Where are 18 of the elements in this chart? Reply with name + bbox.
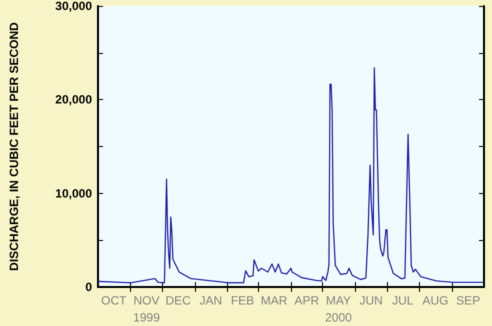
y-tick-label: 10,000 bbox=[55, 186, 92, 200]
y-tick-label: 20,000 bbox=[55, 92, 92, 107]
x-tick-label: AUG bbox=[422, 294, 448, 308]
x-tick-label: JUL bbox=[392, 294, 414, 308]
x-tick-label: JUN bbox=[359, 294, 383, 308]
x-tick-label: NOV 1999 bbox=[133, 294, 160, 324]
x-tick-label: APR bbox=[294, 294, 320, 308]
y-tick-label: 0 bbox=[85, 280, 92, 294]
x-tick-label: OCT bbox=[101, 294, 128, 308]
x-tick-label: DEC bbox=[165, 294, 192, 308]
y-axis-title: DISCHARGE, IN CUBIC FEET PER SECOND bbox=[7, 22, 21, 271]
x-tick-label: FEB bbox=[230, 294, 254, 308]
x-tick-label: JAN bbox=[200, 294, 222, 308]
x-tick-label: MAR bbox=[260, 294, 288, 308]
x-tick-label: SEP bbox=[456, 294, 480, 308]
x-tick-label: MAY 2000 bbox=[325, 294, 352, 324]
y-tick-label: 30,000 bbox=[55, 0, 92, 13]
line-series bbox=[97, 67, 484, 284]
